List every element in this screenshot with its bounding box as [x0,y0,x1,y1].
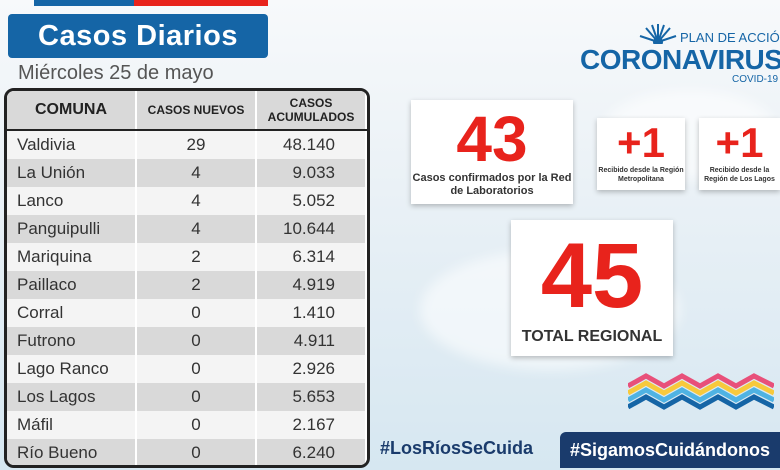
table-row: Lanco 4 5.052 [7,187,367,215]
cell-nuevos: 0 [136,411,257,439]
cell-comuna: Valdivia [7,130,137,159]
rainbow-waves-icon [628,373,774,410]
lab-cases-card: 43 Casos confirmados por la Red de Labor… [411,100,573,204]
table-row: Panguipulli 4 10.644 [7,215,367,243]
total-regional-card: 45 TOTAL REGIONAL [511,220,673,356]
table-row: Máfil 0 2.167 [7,411,367,439]
cell-nuevos: 0 [136,383,257,411]
hashtag-sigamos: #SigamosCuidándonos [560,432,780,468]
cell-comuna: La Unión [7,159,137,187]
cell-nuevos: 2 [136,271,257,299]
table-row: Valdivia 29 48.140 [7,130,367,159]
flag-strip-blue [34,0,134,6]
cell-nuevos: 0 [136,327,257,355]
cell-comuna: Lanco [7,187,137,215]
cell-acumulados: 2.926 [256,355,367,383]
cell-acumulados: 6.240 [256,439,367,465]
table-row: Río Bueno 0 6.240 [7,439,367,465]
cell-nuevos: 29 [136,130,257,159]
table-header-row: COMUNA CASOS NUEVOS CASOS ACUMULADOS [7,91,367,131]
cell-comuna: Corral [7,299,137,327]
cell-comuna: Los Lagos [7,383,137,411]
cell-comuna: Río Bueno [7,439,137,465]
hashtag-sigamos-text: #SigamosCuidándonos [570,439,771,460]
column-header-comuna: COMUNA [7,91,137,131]
lab-cases-caption: Casos confirmados por la Red de Laborato… [412,172,572,197]
cell-acumulados: 4.919 [256,271,367,299]
hashtag-los-rios: #LosRíosSeCuida [380,438,534,458]
metro-cases-count: +1 [617,119,665,166]
cell-comuna: Mariquina [7,243,137,271]
total-regional-caption: TOTAL REGIONAL [521,328,663,345]
column-header-acumulados: CASOS ACUMULADOS [256,91,367,131]
column-header-nuevos: CASOS NUEVOS [136,91,257,131]
cell-acumulados: 2.167 [256,411,367,439]
table-row: Futrono 0 4.911 [7,327,367,355]
table-row: La Unión 4 9.033 [7,159,367,187]
lagos-cases-count: +1 [715,119,764,166]
logo-plan-text: PLAN DE ACCIÓN [680,30,780,45]
cell-comuna: Paillaco [7,271,137,299]
cases-table: COMUNA CASOS NUEVOS CASOS ACUMULADOS Val… [4,88,370,468]
cell-nuevos: 2 [136,243,257,271]
logo-name-text: CORONAVIRUS [580,44,780,75]
cell-nuevos: 0 [136,439,257,465]
cell-acumulados: 1.410 [256,299,367,327]
total-regional-count: 45 [540,225,644,327]
cell-acumulados: 10.644 [256,215,367,243]
cell-acumulados: 9.033 [256,159,367,187]
report-date: Miércoles 25 de mayo [18,62,214,84]
sunburst-icon [639,24,677,44]
coronavirus-logo: PLAN DE ACCIÓN CORONAVIRUS COVID-19 [580,22,780,92]
cell-nuevos: 4 [136,159,257,187]
table-row: Paillaco 2 4.919 [7,271,367,299]
cell-acumulados: 6.314 [256,243,367,271]
lagos-cases-caption: Recibido desde la Región de Los Lagos [704,167,775,183]
cell-comuna: Máfil [7,411,137,439]
table-row: Mariquina 2 6.314 [7,243,367,271]
table-row: Corral 0 1.410 [7,299,367,327]
cell-comuna: Panguipulli [7,215,137,243]
cell-nuevos: 0 [136,299,257,327]
flag-strip-red [134,0,268,6]
lagos-cases-card: +1 Recibido desde la Región de Los Lagos [699,118,780,190]
cell-comuna: Futrono [7,327,137,355]
table-row: Lago Ranco 0 2.926 [7,355,367,383]
page-title: Casos Diarios [8,14,268,58]
cell-acumulados: 5.052 [256,187,367,215]
logo-sub-text: COVID-19 [732,74,779,85]
cell-nuevos: 4 [136,215,257,243]
table-row: Los Lagos 0 5.653 [7,383,367,411]
cell-acumulados: 48.140 [256,130,367,159]
cell-acumulados: 5.653 [256,383,367,411]
lab-cases-count: 43 [456,103,528,175]
cell-nuevos: 0 [136,355,257,383]
metro-cases-caption: Recibido desde la Región Metropolitana [598,167,684,183]
cell-acumulados: 4.911 [256,327,367,355]
cell-comuna: Lago Ranco [7,355,137,383]
cell-nuevos: 4 [136,187,257,215]
metro-cases-card: +1 Recibido desde la Región Metropolitan… [597,118,685,190]
